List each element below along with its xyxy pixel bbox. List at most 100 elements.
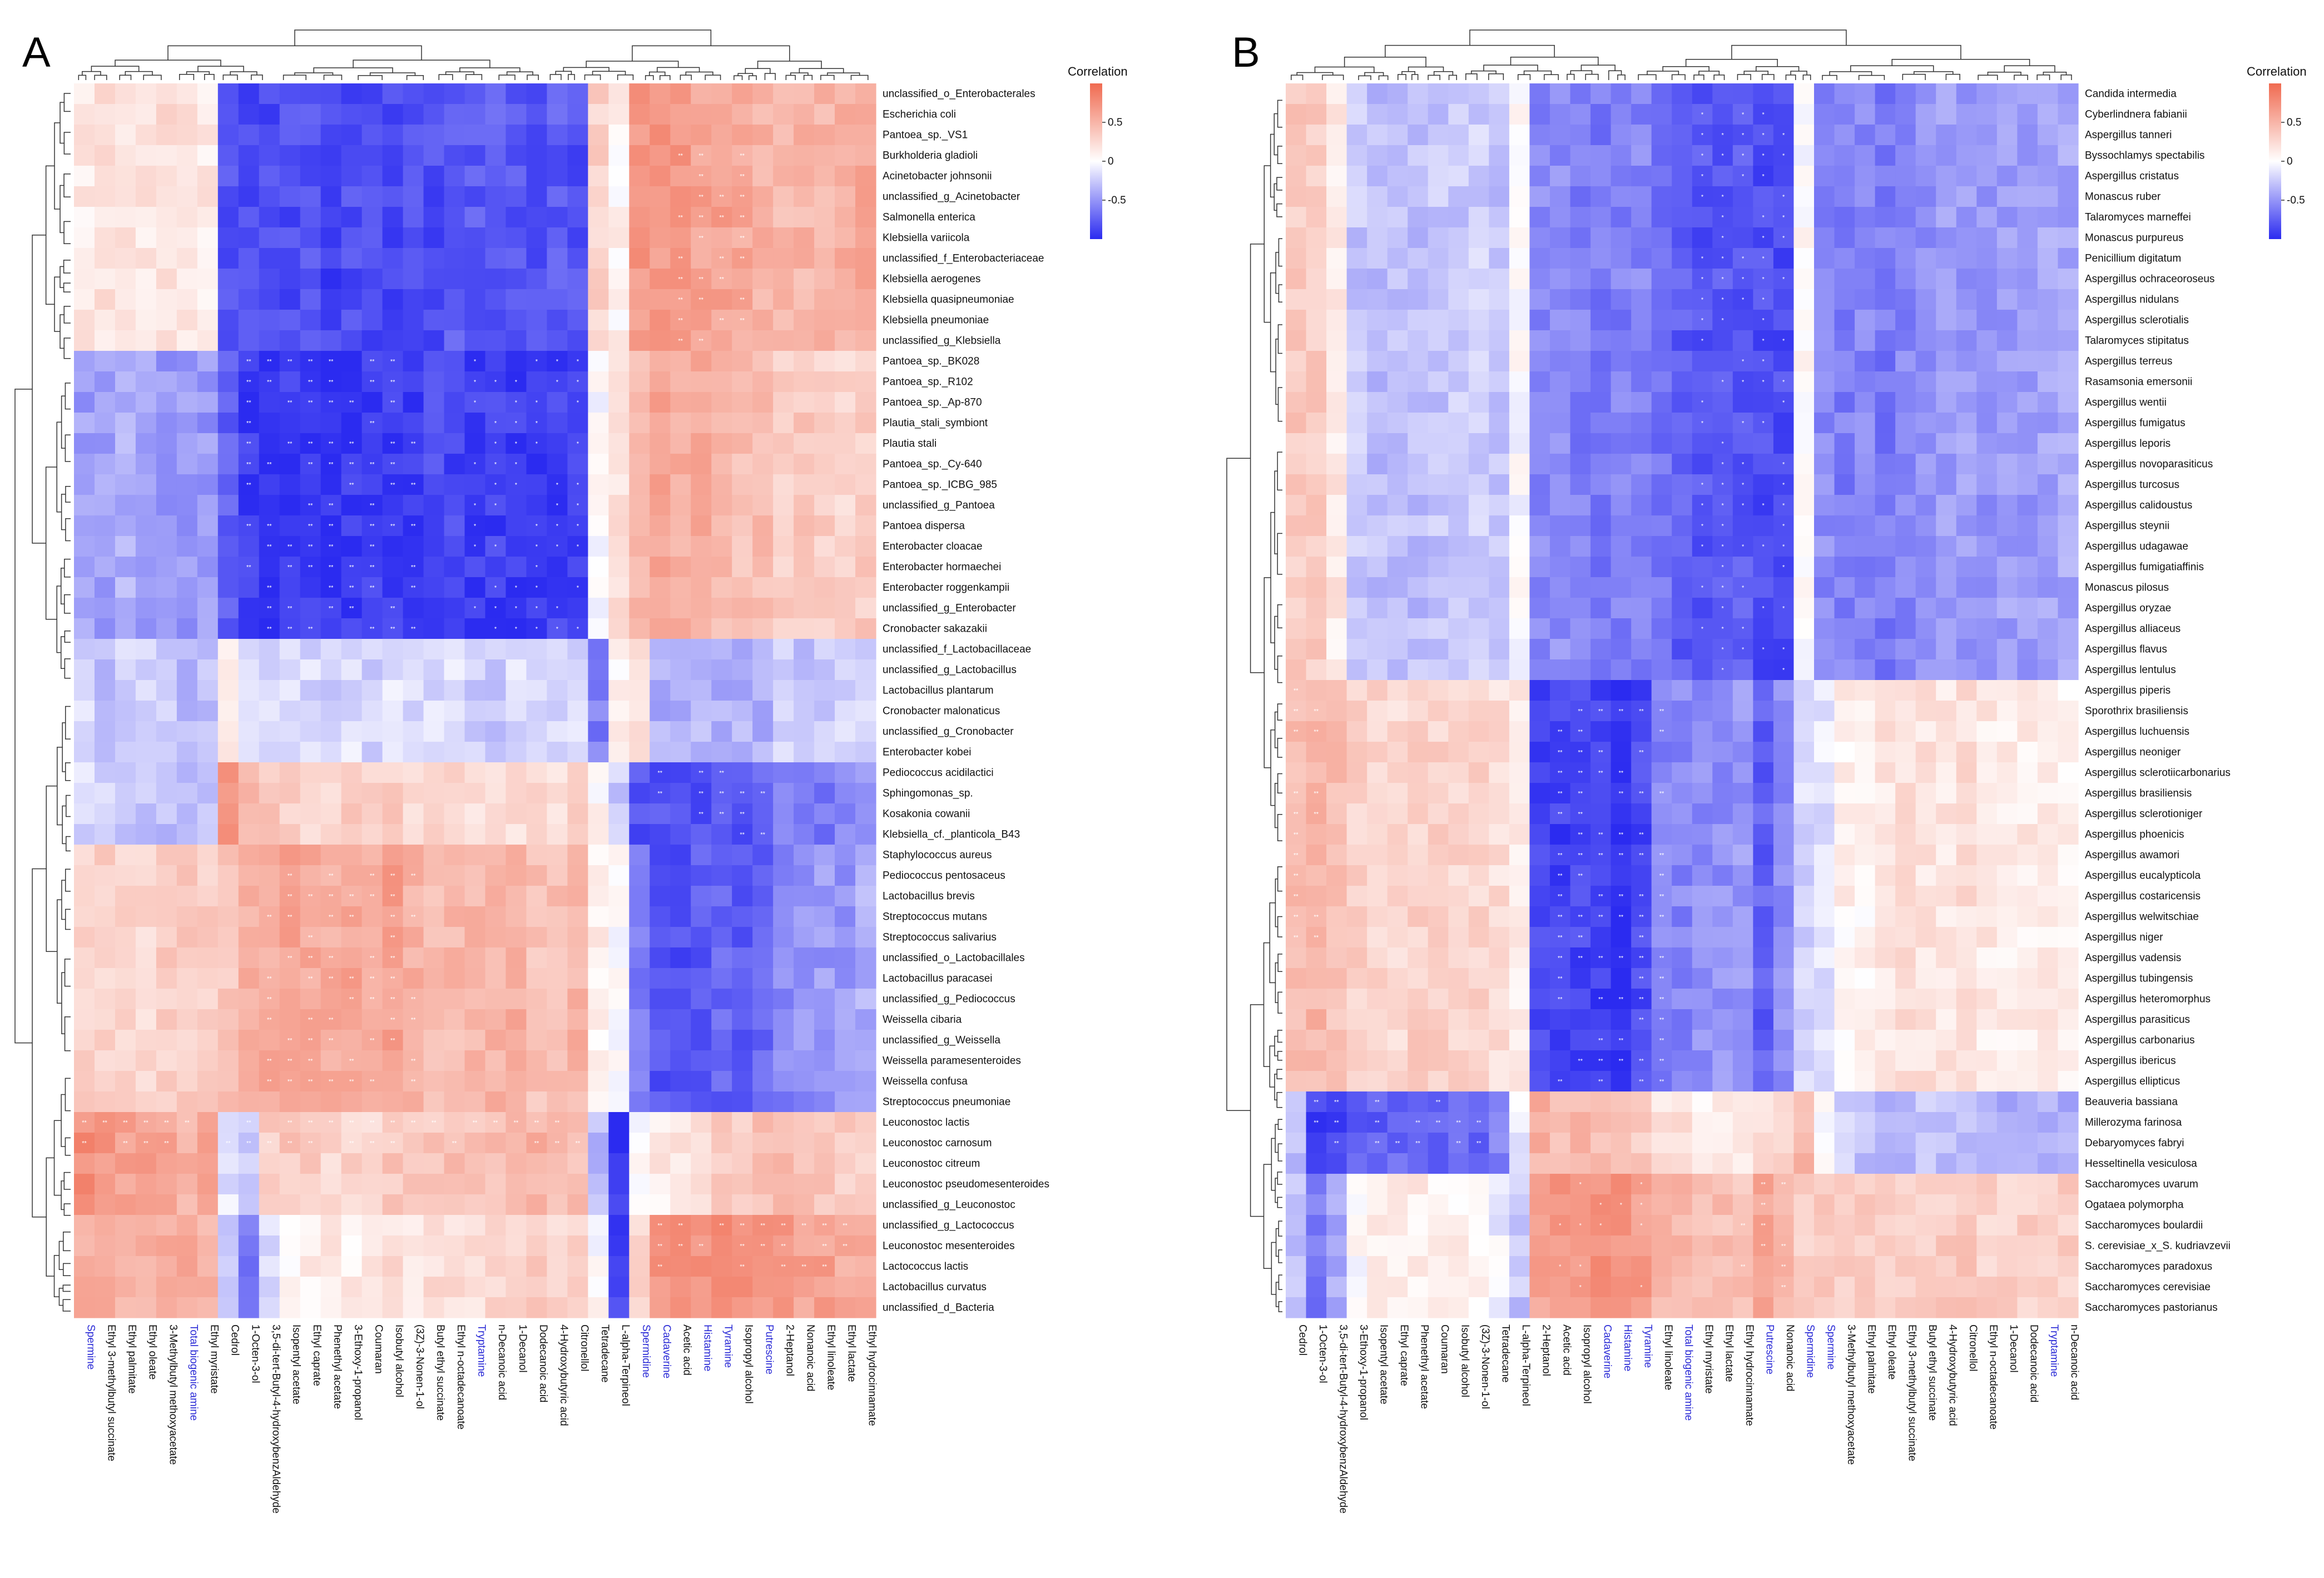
row-dendrogram-branch xyxy=(63,93,71,112)
heatmap-cell xyxy=(1428,536,1449,557)
heatmap-cell xyxy=(1550,330,1571,351)
heatmap-cell xyxy=(1936,927,1957,948)
heatmap-cell xyxy=(259,248,280,269)
heatmap-cell xyxy=(403,83,424,105)
heatmap-cell xyxy=(691,701,712,722)
heatmap-cell xyxy=(300,248,321,269)
heatmap-cell xyxy=(752,947,774,969)
heatmap-cell xyxy=(1428,1194,1449,1215)
significance-mark: * xyxy=(577,379,579,386)
heatmap-cell xyxy=(1387,721,1408,742)
heatmap-cell xyxy=(403,495,424,516)
heatmap-cell xyxy=(238,1133,260,1154)
heatmap-cell xyxy=(1367,495,1388,516)
significance-mark: * xyxy=(536,606,538,612)
heatmap-cell xyxy=(629,166,650,187)
heatmap-cell xyxy=(444,1297,465,1318)
significance-mark: * xyxy=(536,359,538,365)
heatmap-cell xyxy=(1590,680,1612,701)
heatmap-cell xyxy=(1468,310,1489,331)
heatmap-cell xyxy=(135,1256,157,1277)
heatmap-cell xyxy=(1550,639,1571,660)
heatmap-cell xyxy=(74,845,95,866)
heatmap-cell xyxy=(1408,886,1429,907)
heatmap-cell xyxy=(485,865,507,886)
heatmap-cell xyxy=(752,557,774,578)
heatmap-cell xyxy=(752,125,774,146)
significance-mark: * xyxy=(474,503,477,509)
heatmap-cell xyxy=(197,947,219,969)
significance-mark: * xyxy=(474,379,477,386)
heatmap-cell xyxy=(650,474,671,495)
heatmap-cell xyxy=(1387,248,1408,269)
significance-mark: ** xyxy=(555,1140,560,1147)
heatmap-cell xyxy=(547,1009,568,1030)
heatmap-cell xyxy=(567,145,588,166)
heatmap-cell xyxy=(464,433,486,454)
heatmap-cell xyxy=(1672,371,1693,393)
heatmap-cell xyxy=(1367,968,1388,989)
heatmap-cell xyxy=(506,865,527,886)
heatmap-cell xyxy=(1367,701,1388,722)
heatmap-cell xyxy=(464,865,486,886)
heatmap-cell xyxy=(1996,659,2018,681)
heatmap-cell xyxy=(1936,1050,1957,1071)
heatmap-cell xyxy=(1509,474,1530,495)
heatmap-cell xyxy=(1306,1091,1327,1113)
heatmap-cell xyxy=(773,269,794,290)
heatmap-cell xyxy=(1915,886,1936,907)
heatmap-cell xyxy=(1428,289,1449,310)
significance-mark: ** xyxy=(349,482,354,489)
heatmap-cell xyxy=(115,989,136,1010)
heatmap-cell xyxy=(300,947,321,969)
heatmap-cell xyxy=(1976,474,1998,495)
heatmap-cell xyxy=(1611,865,1632,886)
heatmap-cell xyxy=(1611,803,1632,825)
heatmap-cell xyxy=(588,989,609,1010)
heatmap-cell xyxy=(1428,125,1449,146)
heatmap-cell xyxy=(588,166,609,187)
heatmap-cell xyxy=(752,721,774,742)
significance-mark: ** xyxy=(740,153,745,160)
significance-mark: ** xyxy=(719,256,724,262)
row-dendrogram-branch xyxy=(65,869,71,892)
heatmap-cell xyxy=(794,659,815,681)
heatmap-cell xyxy=(444,783,465,804)
row-label: Weissella confusa xyxy=(883,1076,968,1088)
legend-title: Correlation xyxy=(1068,64,1128,78)
heatmap-cell xyxy=(547,659,568,681)
heatmap-cell xyxy=(1732,1091,1753,1113)
heatmap-cell xyxy=(320,474,342,495)
significance-mark: * xyxy=(556,523,559,530)
heatmap-cell xyxy=(135,1030,157,1051)
heatmap-cell xyxy=(506,927,527,948)
significance-mark: ** xyxy=(390,894,395,900)
heatmap-cell xyxy=(2058,413,2079,434)
heatmap-cell xyxy=(1306,742,1327,763)
heatmap-cell xyxy=(2017,1071,2038,1092)
heatmap-cell xyxy=(1326,1112,1347,1133)
heatmap-cell xyxy=(423,1256,445,1277)
heatmap-cell xyxy=(752,310,774,331)
heatmap-cell xyxy=(732,701,753,722)
heatmap-cell xyxy=(300,783,321,804)
heatmap-cell xyxy=(300,1153,321,1174)
heatmap-cell xyxy=(2037,1050,2059,1071)
heatmap-cell xyxy=(485,618,507,639)
heatmap-cell xyxy=(1367,83,1388,105)
heatmap-cell xyxy=(1346,845,1367,866)
heatmap-cell xyxy=(1611,701,1632,722)
heatmap-cell xyxy=(650,824,671,845)
heatmap-cell xyxy=(382,577,404,598)
heatmap-cell xyxy=(855,413,876,434)
heatmap-cell xyxy=(629,742,650,763)
heatmap-cell xyxy=(1346,351,1367,372)
heatmap-cell xyxy=(526,1277,548,1298)
heatmap-cell xyxy=(464,330,486,351)
heatmap-cell xyxy=(526,947,548,969)
heatmap-cell xyxy=(403,227,424,249)
heatmap-cell xyxy=(320,1009,342,1030)
heatmap-cell xyxy=(1915,742,1936,763)
heatmap-cell xyxy=(711,248,732,269)
heatmap-cell xyxy=(197,433,219,454)
